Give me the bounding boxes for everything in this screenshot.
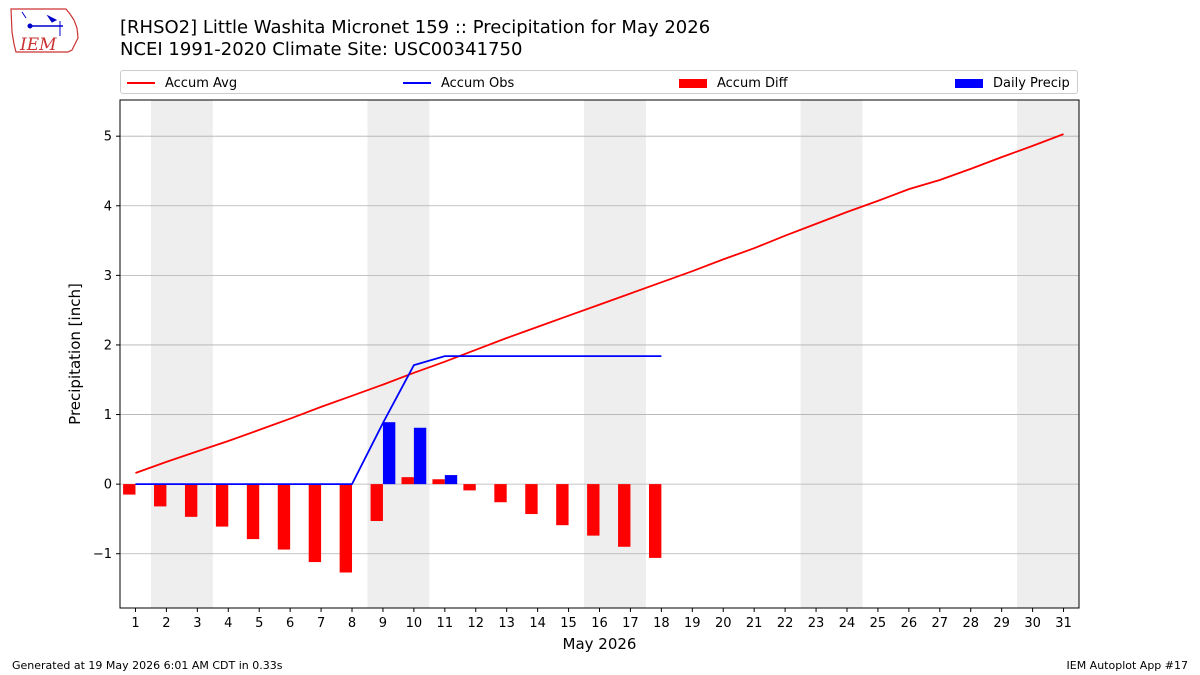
accum-diff-bar (154, 484, 167, 507)
x-tick-label: 2 (162, 616, 170, 631)
y-tick-label: −1 (93, 547, 112, 562)
accum-avg-line (135, 133, 1064, 474)
x-tick-label: 29 (993, 616, 1010, 631)
legend-label-accum-obs: Accum Obs (441, 75, 515, 91)
weekend-band (150, 100, 213, 608)
x-tick-label: 7 (317, 616, 325, 631)
weather-station-icon (21, 11, 63, 36)
accum-diff-bar (339, 484, 353, 573)
x-tick-label: 31 (1055, 616, 1072, 631)
legend-item-accum-obs: Accum Obs (403, 74, 514, 92)
y-tick-label: 1 (104, 408, 112, 423)
footer-app-label: IEM Autoplot App #17 (1066, 659, 1189, 672)
x-tick-label: 16 (591, 616, 608, 631)
x-tick-label: 20 (715, 616, 732, 631)
y-axis-ticks: −1 0 1 2 3 4 5 (93, 130, 120, 562)
x-axis-label: May 2026 (563, 635, 637, 653)
x-tick-label: 17 (622, 616, 639, 631)
y-tick-label: 2 (104, 338, 112, 353)
x-tick-label: 9 (379, 616, 387, 631)
y-tick-label: 3 (104, 269, 112, 284)
x-tick-label: 3 (193, 616, 201, 631)
x-tick-label: 28 (962, 616, 979, 631)
y-tick-label: 4 (104, 199, 112, 214)
x-tick-label: 24 (839, 616, 856, 631)
x-tick-label: 12 (467, 616, 484, 631)
accum-diff-bar (184, 484, 198, 517)
x-tick-label: 22 (777, 616, 794, 631)
y-tick-label: 0 (104, 478, 112, 493)
line-series (135, 133, 1064, 486)
x-tick-label: 8 (348, 616, 356, 631)
legend-item-daily-precip: Daily Precip (955, 74, 1070, 92)
chart-subtitle: NCEI 1991-2020 Climate Site: USC00341750 (120, 39, 523, 60)
x-tick-label: 23 (808, 616, 825, 631)
daily-precip-bar (413, 427, 427, 485)
chart-title: [RHSO2] Little Washita Micronet 159 :: P… (120, 17, 711, 38)
x-tick-label: 19 (684, 616, 701, 631)
iem-logo: IEM (10, 8, 79, 55)
x-tick-label: 27 (932, 616, 949, 631)
y-tick-label: 5 (104, 130, 112, 145)
x-tick-label: 13 (498, 616, 515, 631)
legend-label-daily-precip: Daily Precip (993, 75, 1070, 91)
legend-swatch-daily-precip (955, 78, 983, 88)
x-tick-label: 11 (437, 616, 454, 631)
legend-swatch-accum-diff (679, 78, 707, 88)
legend-label-accum-diff: Accum Diff (717, 75, 788, 91)
weekend-band (800, 100, 863, 608)
x-tick-label: 18 (653, 616, 670, 631)
accum-diff-bar (246, 484, 260, 540)
accum-diff-bar (215, 484, 229, 527)
legend-label-accum-avg: Accum Avg (165, 75, 238, 91)
daily-precip-bar (444, 475, 458, 485)
chart-legend: Accum Avg Accum Obs Accum Diff Daily Pre… (120, 70, 1078, 94)
legend-swatch-accum-obs (403, 82, 431, 84)
accum-diff-bar (277, 484, 291, 550)
accum-diff-bar (123, 484, 136, 495)
accum-diff-bar (370, 484, 383, 522)
accum-diff-bar (308, 484, 322, 563)
x-tick-label: 4 (224, 616, 232, 631)
x-tick-label: 5 (255, 616, 263, 631)
iowa-state-outline (10, 8, 79, 53)
legend-item-accum-avg: Accum Avg (127, 74, 237, 92)
accum-diff-bar (401, 477, 414, 485)
accum-diff-bar (618, 484, 631, 547)
accum-diff-bar (432, 479, 445, 485)
x-tick-label: 30 (1024, 616, 1041, 631)
footer-generated-text: Generated at 19 May 2026 6:01 AM CDT in … (12, 659, 283, 672)
x-tick-label: 14 (529, 616, 546, 631)
accum-diff-bar (463, 484, 476, 491)
grid-lines (120, 135, 1079, 555)
weekend-bands (150, 100, 1079, 608)
accum-diff-bar (525, 484, 538, 515)
x-tick-label: 10 (406, 616, 423, 631)
daily-precip-bar (382, 422, 396, 485)
bar-series (123, 422, 662, 573)
accum-diff-bar (494, 484, 507, 503)
x-axis-ticks: 1 2 3 4 5 6 7 8 9 10 11 12 13 14 15 16 17 18 19 20 21 22 23 24 2… (131, 608, 1072, 631)
x-tick-label: 26 (901, 616, 918, 631)
x-tick-label: 21 (746, 616, 763, 631)
accum-diff-bar (648, 484, 662, 558)
x-tick-label: 1 (131, 616, 139, 631)
x-tick-label: 25 (870, 616, 887, 631)
legend-swatch-accum-avg (127, 82, 155, 84)
x-tick-label: 6 (286, 616, 294, 631)
accum-diff-bar (556, 484, 569, 526)
x-tick-label: 15 (560, 616, 577, 631)
legend-item-accum-diff: Accum Diff (679, 74, 788, 92)
y-axis-label: Precipitation [inch] (66, 283, 84, 425)
weekend-band (1017, 100, 1079, 608)
weekend-band (367, 100, 430, 608)
accum-obs-line (135, 355, 662, 486)
accum-diff-bar (587, 484, 600, 536)
logo-text: IEM (19, 35, 57, 55)
